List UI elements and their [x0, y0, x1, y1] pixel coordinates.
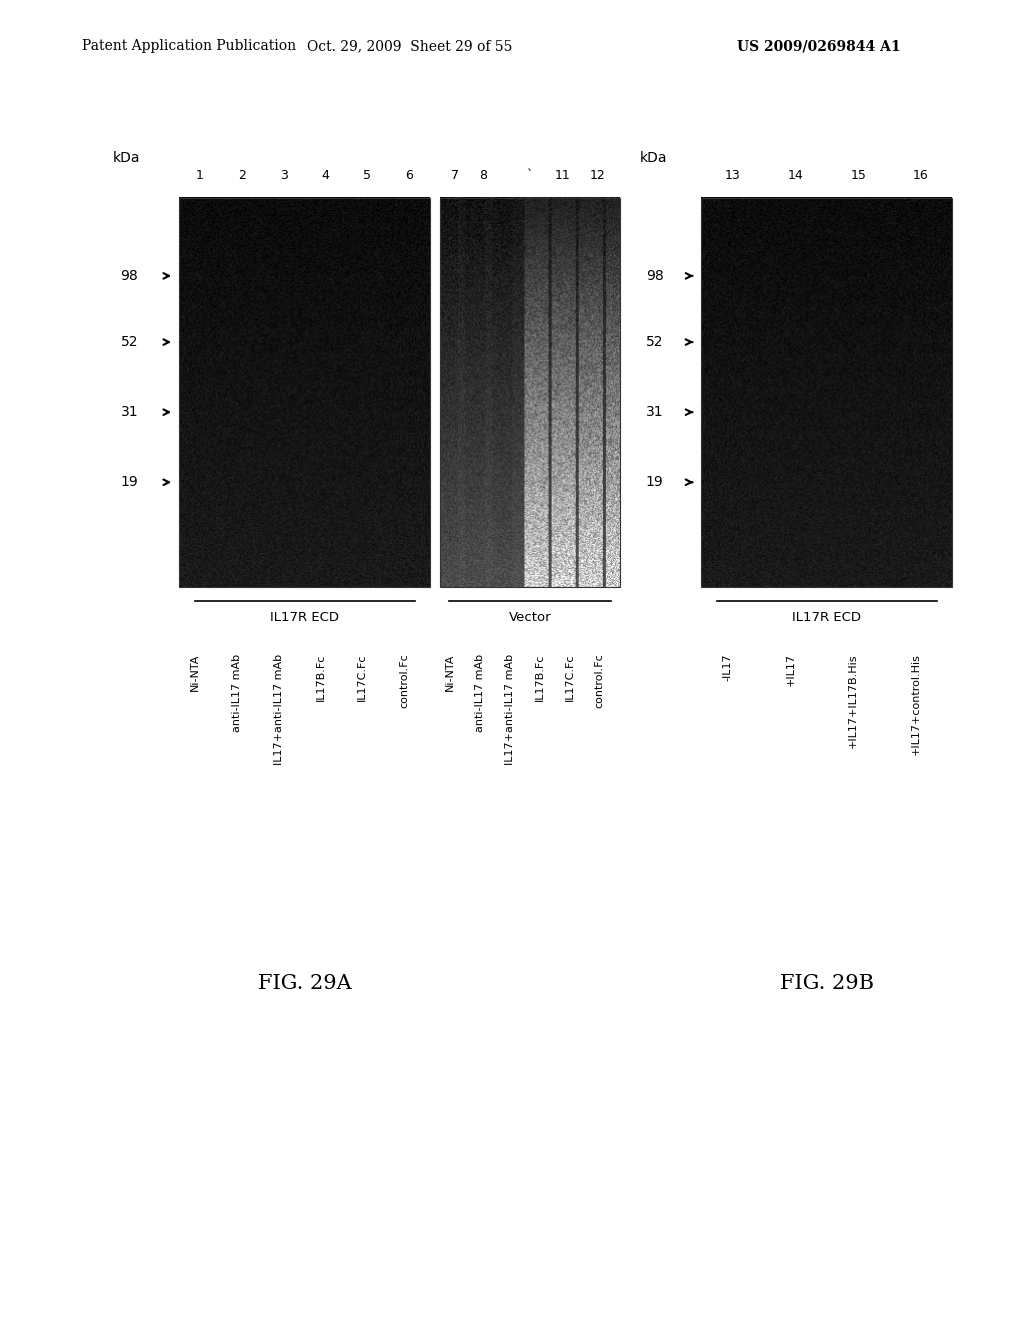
Text: 6: 6	[406, 169, 413, 182]
Text: 16: 16	[913, 169, 929, 182]
Text: kDa: kDa	[113, 150, 140, 165]
Text: IL17R ECD: IL17R ECD	[793, 611, 861, 624]
Text: control.Fc: control.Fc	[399, 653, 410, 708]
Text: 4: 4	[322, 169, 330, 182]
Text: 98: 98	[646, 269, 664, 282]
Text: Patent Application Publication: Patent Application Publication	[82, 40, 296, 53]
Text: FIG. 29B: FIG. 29B	[780, 974, 873, 993]
Text: IL17R ECD: IL17R ECD	[270, 611, 339, 624]
Text: 52: 52	[121, 335, 138, 348]
Text: control.Fc: control.Fc	[595, 653, 604, 708]
Text: 11: 11	[554, 169, 570, 182]
Text: 13: 13	[725, 169, 740, 182]
Text: IL17C.Fc: IL17C.Fc	[564, 653, 574, 701]
Text: 8: 8	[479, 169, 487, 182]
Text: Ni-NTA: Ni-NTA	[445, 653, 456, 690]
Text: anti-IL17 mAb: anti-IL17 mAb	[475, 653, 485, 731]
Text: 19: 19	[121, 475, 138, 490]
Text: 14: 14	[787, 169, 804, 182]
Text: 52: 52	[646, 335, 664, 348]
Text: `: `	[526, 169, 534, 182]
Text: FIG. 29A: FIG. 29A	[258, 974, 351, 993]
Bar	[440, 198, 620, 587]
Text: IL17C.Fc: IL17C.Fc	[357, 653, 368, 701]
Text: US 2009/0269844 A1: US 2009/0269844 A1	[737, 40, 901, 53]
Text: 12: 12	[590, 169, 606, 182]
Text: anti-IL17 mAb: anti-IL17 mAb	[231, 653, 242, 731]
Text: +IL17+control.His: +IL17+control.His	[911, 653, 921, 755]
Bar	[179, 198, 430, 587]
Text: Vector: Vector	[509, 611, 551, 624]
Text: 1: 1	[197, 169, 204, 182]
Text: +IL17: +IL17	[785, 653, 796, 686]
Text: 31: 31	[121, 405, 138, 420]
Text: 3: 3	[280, 169, 288, 182]
Text: 5: 5	[364, 169, 372, 182]
Text: 98: 98	[121, 269, 138, 282]
Text: IL17B.Fc: IL17B.Fc	[315, 653, 326, 701]
Text: Ni-NTA: Ni-NTA	[190, 653, 200, 690]
Bar	[701, 198, 952, 587]
Text: kDa: kDa	[640, 150, 668, 165]
Text: +IL17+IL17B.His: +IL17+IL17B.His	[848, 653, 858, 748]
Text: 15: 15	[850, 169, 866, 182]
Text: IL17B.Fc: IL17B.Fc	[535, 653, 545, 701]
Text: 19: 19	[646, 475, 664, 490]
Text: IL17+anti-IL17 mAb: IL17+anti-IL17 mAb	[505, 653, 515, 764]
Text: 2: 2	[238, 169, 246, 182]
Text: 31: 31	[646, 405, 664, 420]
Text: IL17+anti-IL17 mAb: IL17+anti-IL17 mAb	[273, 653, 284, 764]
Text: 7: 7	[451, 169, 459, 182]
Text: Oct. 29, 2009  Sheet 29 of 55: Oct. 29, 2009 Sheet 29 of 55	[307, 40, 512, 53]
Text: -IL17: -IL17	[723, 653, 733, 681]
